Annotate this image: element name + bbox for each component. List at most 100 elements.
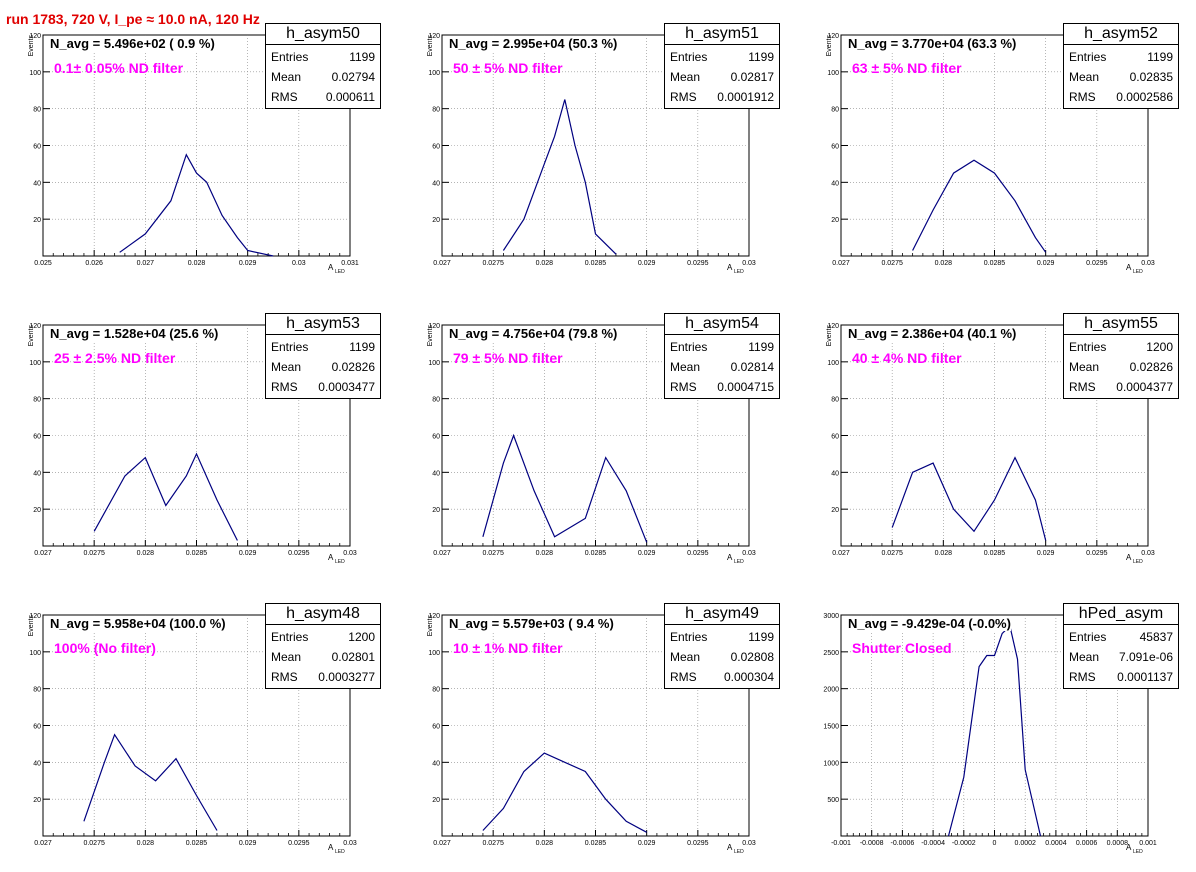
stat-label: Mean	[670, 650, 701, 664]
histogram-line	[891, 456, 1047, 541]
x-tick-label: 0.03	[742, 840, 756, 847]
stat-value: 1199	[349, 340, 375, 354]
y-axis-label: Events	[28, 35, 35, 57]
stat-value: 0.000611	[325, 90, 375, 104]
x-tick-label: 0.031	[341, 260, 359, 267]
stat-row-mean: Mean 0.02817	[670, 67, 774, 87]
x-tick-label: 0.026	[85, 260, 103, 267]
x-tick-label: 0.027	[832, 550, 850, 557]
y-tick-label: 20	[33, 797, 41, 804]
stat-label: RMS	[271, 90, 298, 104]
x-tick-label: 0.029	[239, 840, 257, 847]
histogram-name: h_asym54	[665, 314, 779, 335]
x-tick-label: 0.03	[1141, 260, 1155, 267]
stat-label: Mean	[1069, 650, 1100, 664]
y-tick-label: 100	[29, 360, 41, 367]
x-tick-label: 0.0295	[687, 840, 709, 847]
y-tick-label: 120	[428, 323, 440, 330]
x-tick-label: 0.0295	[1086, 550, 1108, 557]
histogram-line	[93, 452, 238, 541]
stat-label: Mean	[670, 360, 701, 374]
y-tick-label: 120	[428, 613, 440, 620]
x-tick-label: -0.0004	[921, 840, 945, 847]
navg-label: N_avg = 2.995e+04 (50.3 %)	[449, 36, 618, 51]
stat-label: Mean	[670, 70, 701, 84]
histogram-panel-h_asym49: 0.027 0.0275 0.028 0.0285 0.029 0.0295 0.03 20 4…	[399, 580, 798, 870]
x-tick-label: 0.0004	[1045, 840, 1067, 847]
y-tick-label: 40	[831, 180, 839, 187]
stat-row-entries: Entries 1200	[271, 627, 375, 647]
stat-label: RMS	[670, 90, 697, 104]
stat-row-rms: RMS 0.0001137	[1069, 667, 1173, 687]
y-tick-label: 2500	[823, 650, 839, 657]
y-tick-label: 1000	[823, 760, 839, 767]
x-tick-label: 0.0006	[1076, 840, 1098, 847]
x-axis-label: A	[1126, 553, 1132, 562]
stat-value: 0.02808	[730, 650, 774, 664]
stat-value: 0.0003277	[318, 670, 375, 684]
stat-row-rms: RMS 0.0002586	[1069, 87, 1173, 107]
histogram-line	[482, 752, 647, 833]
histogram-svg: 0.027 0.0275 0.028 0.0285 0.029 0.0295 0.03 20 4…	[28, 613, 357, 855]
x-tick-label: 0.0275	[881, 550, 903, 557]
filter-label: 10 ± 1% ND filter	[453, 640, 563, 656]
stat-label: Entries	[670, 340, 708, 354]
histogram-svg: 0.027 0.0275 0.028 0.0285 0.029 0.0295 0.03 20 4…	[826, 323, 1155, 565]
stat-row-mean: Mean 0.02835	[1069, 67, 1173, 87]
stat-label: Mean	[271, 650, 302, 664]
y-tick-label: 3000	[823, 613, 839, 620]
x-tick-label: 0.0285	[585, 550, 607, 557]
navg-label: N_avg = 3.770e+04 (63.3 %)	[848, 36, 1017, 51]
histogram-line	[912, 159, 1047, 253]
filter-label: 50 ± 5% ND filter	[453, 60, 563, 76]
y-tick-label: 120	[827, 323, 839, 330]
y-axis-label: Events	[427, 615, 434, 637]
x-tick-label: 0.03	[742, 550, 756, 557]
run-title: run 1783, 720 V, I_pe ≈ 10.0 nA, 120 Hz	[6, 11, 260, 27]
x-tick-label: 0	[993, 840, 997, 847]
x-tick-label: 0.0002	[1014, 840, 1036, 847]
x-tick-label: 0.028	[137, 840, 155, 847]
y-tick-label: 60	[33, 434, 41, 441]
stat-label: Mean	[1069, 360, 1100, 374]
x-tick-label: 0.0295	[288, 840, 310, 847]
y-tick-label: 20	[432, 797, 440, 804]
stat-value: 0.0001912	[717, 90, 774, 104]
navg-label: N_avg = 5.958e+04 (100.0 %)	[50, 616, 226, 631]
y-tick-label: 100	[29, 650, 41, 657]
histogram-name: h_asym53	[266, 314, 380, 335]
y-tick-label: 20	[432, 217, 440, 224]
stat-value: 0.02817	[730, 70, 774, 84]
stat-row-entries: Entries 1199	[1069, 47, 1173, 67]
x-tick-label: 0.028	[137, 550, 155, 557]
stat-label: Entries	[670, 630, 708, 644]
x-tick-label: 0.0008	[1107, 840, 1129, 847]
histogram-panel-h_asym53: 0.027 0.0275 0.028 0.0285 0.029 0.0295 0.03 20 4…	[0, 290, 399, 580]
y-tick-label: 80	[33, 107, 41, 114]
y-tick-label: 2000	[823, 687, 839, 694]
stat-box: h_asym50 Entries 1199 Mean 0.02794 RMS 0.00061…	[265, 23, 381, 109]
x-tick-label: 0.027	[34, 840, 52, 847]
y-tick-label: 40	[432, 470, 440, 477]
stat-box: h_asym51 Entries 1199 Mean 0.02817 RMS 0.00019…	[664, 23, 780, 109]
stat-row-mean: Mean 7.091e-06	[1069, 647, 1173, 667]
x-axis-label: A	[328, 553, 334, 562]
histogram-panel-h_asym48: 0.027 0.0275 0.028 0.0285 0.029 0.0295 0.03 20 4…	[0, 580, 399, 870]
stat-row-mean: Mean 0.02794	[271, 67, 375, 87]
histogram-panel-h_asym51: 0.027 0.0275 0.028 0.0285 0.029 0.0295 0.03 20 4…	[399, 0, 798, 290]
histogram-line	[83, 733, 218, 831]
y-axis-label: Events	[28, 615, 35, 637]
stat-value: 0.0004715	[717, 380, 774, 394]
x-axis-label-sub: LED	[1133, 269, 1143, 275]
y-axis-label: Events	[826, 325, 833, 347]
histogram-name: h_asym51	[665, 24, 779, 45]
histogram-name: h_asym52	[1064, 24, 1178, 45]
x-tick-label: 0.0275	[83, 550, 105, 557]
y-tick-label: 100	[29, 70, 41, 77]
x-tick-label: 0.029	[638, 550, 656, 557]
y-tick-label: 60	[432, 144, 440, 151]
y-tick-label: 20	[831, 507, 839, 514]
y-axis-label: Events	[826, 35, 833, 57]
y-axis-label: Events	[427, 325, 434, 347]
histogram-name: h_asym49	[665, 604, 779, 625]
